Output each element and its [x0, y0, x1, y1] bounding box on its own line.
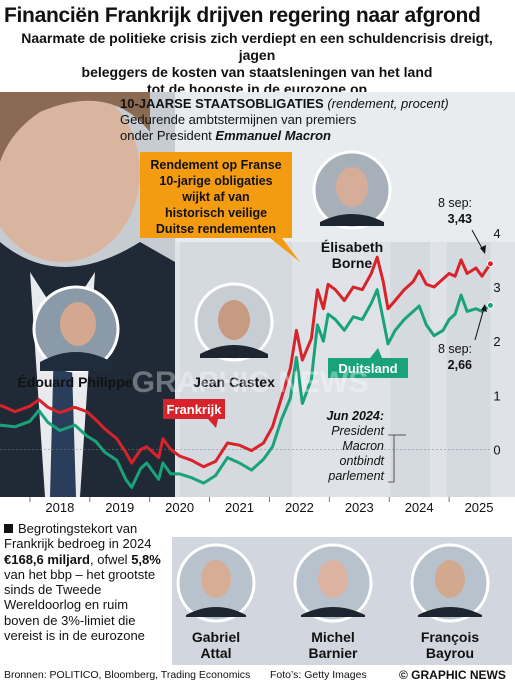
- callouttext-line-4: Duitse rendementen: [156, 222, 276, 236]
- x-axis-ticks: 2018 2019 2020 2021 2022 2023 2024 2025: [29, 497, 494, 515]
- label-duitsland: Duitsland: [328, 348, 408, 378]
- y-tick-label-1: 1: [493, 388, 500, 403]
- x-tick-label-2020: 2020: [165, 500, 194, 515]
- y-axis-ticks: 0 1 2 3 4: [493, 226, 500, 458]
- portrait-barnier: Michel Barnier: [293, 543, 373, 661]
- portrait-barnier-name-2: Barnier: [308, 645, 358, 661]
- portrait-bayrou-name-2: Bayrou: [426, 645, 474, 661]
- x-tick-label-2021: 2021: [225, 500, 254, 515]
- label-frankrijk-text: Frankrijk: [167, 402, 223, 417]
- bond-yield-chart: 2018 2019 2020 2021 2022 2023 2024 2025 0 1 2 3 4 1…: [0, 82, 515, 517]
- portrait-castex-name: Jean Castex: [193, 374, 275, 390]
- footer-credit: © GRAPHIC NEWS: [399, 668, 506, 682]
- callouttext-line-3: historisch veilige: [165, 206, 267, 220]
- series-line-duitsland: [0, 288, 492, 489]
- chart-subtitle-1: Gedurende ambtstermijnen van premiers: [120, 112, 357, 127]
- callout-box: Rendement op Franse 10-jarige obligaties w…: [140, 152, 300, 262]
- x-tick-label-2019: 2019: [105, 500, 134, 515]
- footer-photos: Foto’s: Getty Images: [270, 669, 367, 681]
- y-tick-label-3: 3: [493, 280, 500, 295]
- subtitle-line-1: Naarmate de politieke crisis zich verdie…: [21, 30, 493, 63]
- page-subtitle: Naarmate de politieke crisis zich verdie…: [4, 30, 510, 98]
- end-label-germany: 8 sep: 2,66: [438, 304, 487, 372]
- bottom-portraits: Gabriel Attal Michel Barnier François Ba…: [172, 537, 512, 665]
- end-label-germany-value: 2,66: [448, 358, 472, 372]
- portrait-borne-name-2: Borne: [332, 255, 373, 271]
- y-tick-label-0: 0: [493, 443, 500, 458]
- annotation-jun2024-lead: Jun 2024:: [326, 409, 384, 423]
- callout-text: Rendement op Franse 10-jarige obligaties w…: [150, 158, 281, 236]
- annotation-jun2024: Jun 2024: President Macron ontbindt parlemen…: [326, 409, 406, 483]
- chart-subtitle-2: onder President Emmanuel Macron: [120, 128, 331, 143]
- page-title: Financiën Frankrijk drijven regering naa…: [4, 4, 481, 27]
- deficit-note: Begrotingstekort van Frankrijk bedroeg i…: [4, 521, 161, 644]
- end-label-germany-date: 8 sep:: [438, 342, 472, 356]
- header: Financiën Frankrijk drijven regering naa…: [0, 0, 515, 97]
- subtitle-line-2: beleggers de kosten van staatsleningen v…: [81, 64, 433, 80]
- portrait-bayrou: François Bayrou: [410, 543, 490, 661]
- term-band-2: [446, 242, 491, 497]
- annotation-jun2024-line-1: Macron: [342, 439, 384, 453]
- portrait-attal-name-2: Attal: [200, 645, 231, 661]
- label-duitsland-text: Duitsland: [338, 361, 397, 376]
- portrait-bayrou-name-1: François: [421, 629, 480, 645]
- annotation-jun2024-text: Jun 2024: President Macron ontbindt parlemen…: [326, 409, 384, 483]
- y-tick-label-2: 2: [493, 334, 500, 349]
- end-label-france-value: 3,43: [448, 212, 472, 226]
- end-label-france: 8 sep: 3,43: [438, 196, 486, 254]
- portrait-attal-name-1: Gabriel: [192, 629, 240, 645]
- annotation-jun2024-line-2: ontbindt: [340, 454, 385, 468]
- bottom-panel: Begrotingstekort van Frankrijk bedroeg i…: [0, 517, 515, 689]
- annotation-jun2024-line-3: parlement: [327, 469, 384, 483]
- x-tick-label-2024: 2024: [405, 500, 434, 515]
- portrait-castex: Jean Castex: [193, 282, 275, 390]
- x-tick-label-2022: 2022: [285, 500, 314, 515]
- bullet-square: [4, 524, 13, 533]
- x-tick-label-2025: 2025: [465, 500, 494, 515]
- y-tick-label-4: 4: [493, 226, 500, 241]
- x-tick-label-2018: 2018: [45, 500, 74, 515]
- callouttext-line-2: wijkt af van: [181, 190, 249, 204]
- chart-area: 2018 2019 2020 2021 2022 2023 2024 2025 0 1 2 3 4 1…: [0, 82, 515, 517]
- callouttext-line-1: 10-jarige obligaties: [159, 174, 272, 188]
- x-axis-strip: [0, 497, 515, 517]
- series-layer: [0, 255, 494, 489]
- end-label-france-date: 8 sep:: [438, 196, 472, 210]
- watermark: GRAPHIC NEWS: [132, 366, 369, 399]
- label-frankrijk: Frankrijk: [163, 399, 225, 428]
- portrait-attal: Gabriel Attal: [176, 543, 256, 661]
- footer-sources: Bronnen: POLITICO, Bloomberg, Trading Ec…: [4, 669, 251, 681]
- x-tick-label-2023: 2023: [345, 500, 374, 515]
- chart-title: 10-JAARSE STAATSOBLIGATIES (rendement, p…: [120, 96, 449, 111]
- series-end-point-duitsland: [486, 301, 494, 309]
- portrait-philippe: Édouard Philippe: [17, 285, 133, 390]
- callouttext-line-0: Rendement op Franse: [150, 158, 281, 172]
- portrait-barnier-name-1: Michel: [311, 629, 355, 645]
- series-end-point-frankrijk: [486, 260, 494, 268]
- annotation-jun2024-line-0: President: [331, 424, 384, 438]
- portrait-philippe-name: Édouard Philippe: [17, 374, 132, 390]
- series-line-frankrijk: [0, 255, 492, 469]
- portrait-borne: Élisabeth Borne: [312, 150, 392, 271]
- portrait-borne-name-1: Élisabeth: [321, 239, 383, 255]
